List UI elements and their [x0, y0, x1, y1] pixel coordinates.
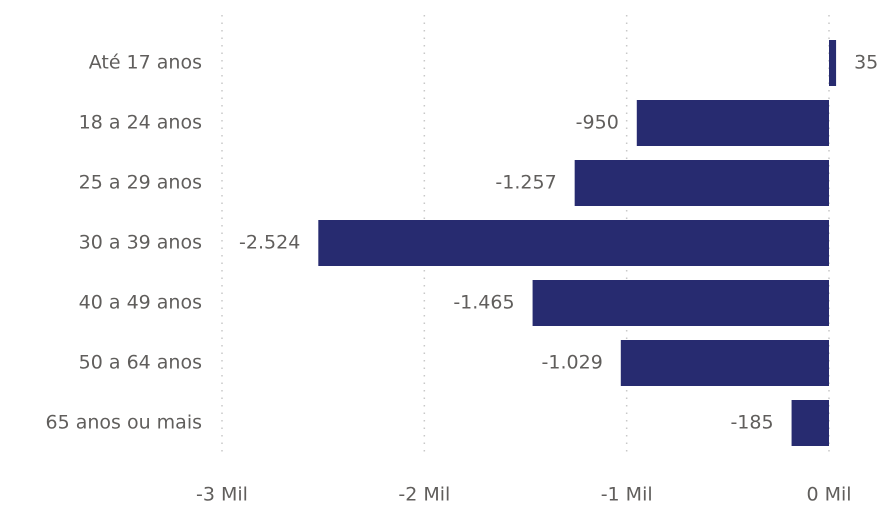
data-label: -1.257: [495, 172, 556, 194]
data-label: -185: [730, 412, 773, 434]
data-label: -1.465: [453, 292, 514, 314]
bar: [318, 220, 829, 266]
y-tick-label: 25 a 29 anos: [79, 172, 202, 194]
y-tick-label: Até 17 anos: [89, 52, 202, 74]
y-tick-label: 65 anos ou mais: [46, 412, 203, 434]
bar: [532, 280, 829, 326]
y-tick-label: 50 a 64 anos: [79, 352, 202, 374]
y-tick-label: 18 a 24 anos: [79, 112, 202, 134]
data-label: -950: [576, 112, 619, 134]
x-tick-label: 0 Mil: [806, 484, 851, 506]
data-label: -1.029: [542, 352, 603, 374]
data-label: 35: [854, 52, 878, 74]
bar: [829, 40, 837, 86]
bar: [636, 100, 829, 146]
bar: [791, 400, 829, 446]
y-tick-label: 40 a 49 anos: [79, 292, 202, 314]
data-label: -2.524: [239, 232, 300, 254]
bar: [620, 340, 829, 386]
x-tick-label: -3 Mil: [196, 484, 248, 506]
bar: [574, 160, 829, 206]
x-tick-label: -1 Mil: [601, 484, 653, 506]
y-tick-label: 30 a 39 anos: [79, 232, 202, 254]
x-tick-label: -2 Mil: [398, 484, 450, 506]
